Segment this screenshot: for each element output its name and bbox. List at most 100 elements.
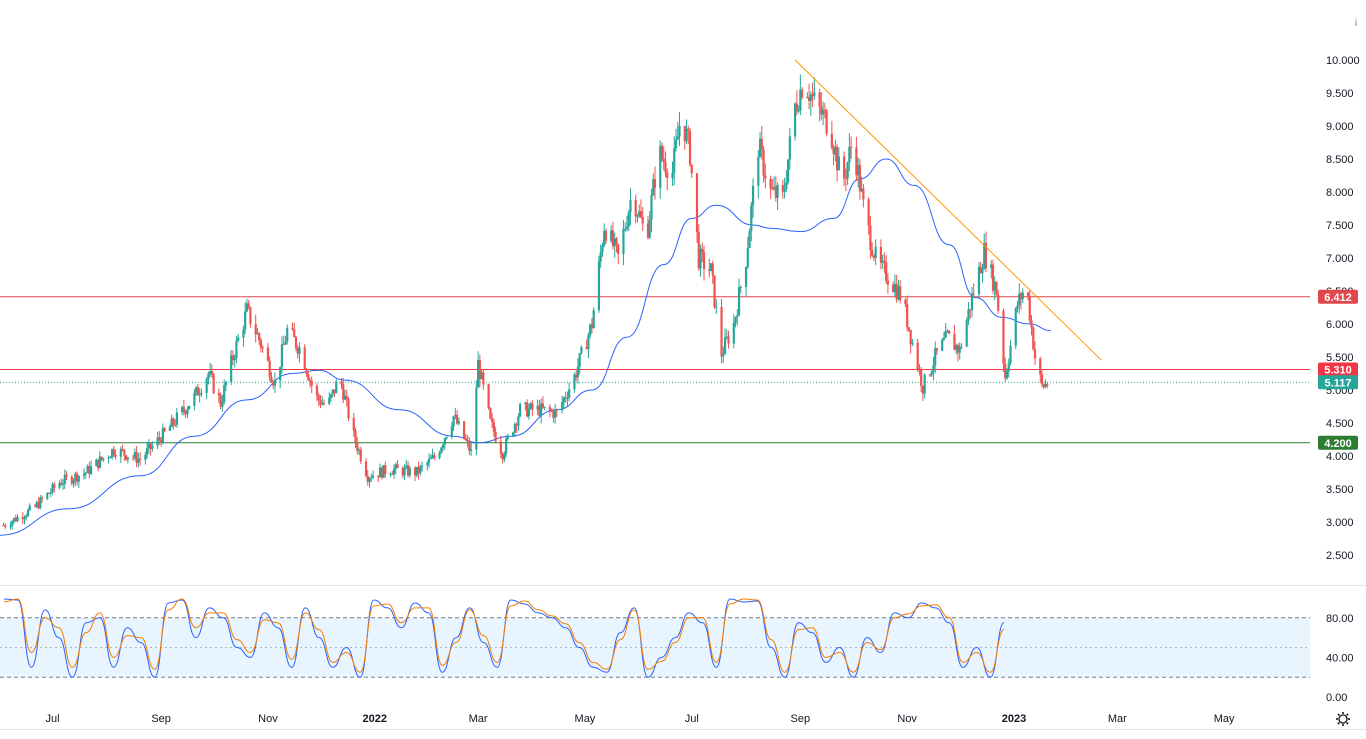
candle-body xyxy=(872,255,875,258)
candle-body xyxy=(836,146,839,171)
candle xyxy=(477,351,480,388)
candle xyxy=(918,364,921,376)
candle xyxy=(21,512,24,525)
candle xyxy=(720,298,723,364)
candle-body xyxy=(109,457,112,459)
candles-layer xyxy=(2,74,1049,530)
candle-body xyxy=(543,406,546,408)
candle xyxy=(440,446,443,454)
info-icon[interactable]: i xyxy=(1354,18,1358,29)
candle-body xyxy=(688,131,692,165)
candle-body xyxy=(757,157,760,186)
candle-body xyxy=(923,374,926,394)
candle xyxy=(603,223,606,248)
candle-body xyxy=(380,467,383,478)
candle-body xyxy=(732,323,735,344)
candle-body xyxy=(932,365,935,372)
candle xyxy=(797,105,800,114)
candle xyxy=(193,389,196,411)
candle xyxy=(151,441,154,452)
candle-body xyxy=(562,397,566,403)
candle xyxy=(734,316,737,328)
candle xyxy=(259,338,263,353)
candle xyxy=(687,125,690,145)
candle-body xyxy=(182,406,185,412)
candle-body xyxy=(799,89,802,111)
settings-button[interactable] xyxy=(1336,712,1350,726)
candle-body xyxy=(443,438,446,445)
price-tick-label: 8.500 xyxy=(1326,154,1354,166)
candle-body xyxy=(389,473,392,475)
candle-body xyxy=(1009,345,1012,364)
candle xyxy=(585,339,588,350)
time-tick-label: Mar xyxy=(469,713,488,725)
candle xyxy=(673,136,676,186)
candle xyxy=(506,433,509,441)
candle xyxy=(147,439,150,454)
candle-body xyxy=(270,377,273,383)
candle xyxy=(568,382,571,402)
candle xyxy=(133,448,136,461)
candle-body xyxy=(221,402,224,407)
candle-body xyxy=(648,219,651,238)
price-tick-label: 9.500 xyxy=(1326,88,1354,100)
candle-body xyxy=(956,345,960,353)
candle-body xyxy=(123,449,126,456)
candle-body xyxy=(650,195,653,220)
candle-body xyxy=(491,418,494,423)
candle xyxy=(61,479,65,491)
candle-body xyxy=(886,280,890,285)
candle xyxy=(352,413,355,437)
candle xyxy=(818,88,821,122)
candle-body xyxy=(800,89,804,98)
candle-body xyxy=(429,458,432,460)
price-axis[interactable]: 10.0009.5009.0008.5008.0007.5007.0006.50… xyxy=(1326,55,1360,562)
candle-body xyxy=(366,475,369,482)
candle xyxy=(100,456,103,462)
candle xyxy=(2,522,5,527)
candle-body xyxy=(394,464,397,469)
candle-body xyxy=(671,172,674,179)
candle xyxy=(426,460,429,471)
candle-body xyxy=(124,455,128,460)
candle-body xyxy=(51,484,54,493)
candle xyxy=(75,471,79,486)
candle xyxy=(764,163,767,189)
candle-body xyxy=(413,467,417,476)
candle-body xyxy=(249,307,252,325)
candle-body xyxy=(28,505,31,510)
candle xyxy=(708,258,711,278)
candle-body xyxy=(480,372,483,380)
candle xyxy=(709,263,713,272)
candle xyxy=(307,371,310,382)
candle xyxy=(186,406,189,419)
candle xyxy=(844,168,847,192)
price-tick-label: 5.500 xyxy=(1326,352,1354,364)
oscillator-axis[interactable]: 80.00 40.00 0.00 xyxy=(1326,613,1354,704)
candle xyxy=(303,344,306,371)
candle xyxy=(47,492,51,494)
candle-body xyxy=(781,185,784,192)
candle xyxy=(60,478,63,486)
candle xyxy=(928,374,932,377)
candle-body xyxy=(186,409,189,415)
candle-body xyxy=(139,458,142,460)
candle xyxy=(1018,283,1021,314)
candle xyxy=(895,274,898,303)
candle xyxy=(540,398,543,424)
candle-body xyxy=(979,266,982,274)
candle-body xyxy=(303,347,306,370)
candle xyxy=(406,461,410,478)
candle xyxy=(774,176,777,202)
candle xyxy=(487,383,490,410)
candle xyxy=(531,400,534,416)
candle-body xyxy=(298,347,301,354)
time-axis[interactable]: Jul Sep Nov 2022 Mar May Jul Sep Nov 2023 Mar May xyxy=(46,713,1236,725)
candle-body xyxy=(391,473,394,475)
candle-body xyxy=(427,458,431,463)
candle-body xyxy=(193,392,196,406)
candle xyxy=(624,222,627,232)
candle xyxy=(587,332,590,359)
